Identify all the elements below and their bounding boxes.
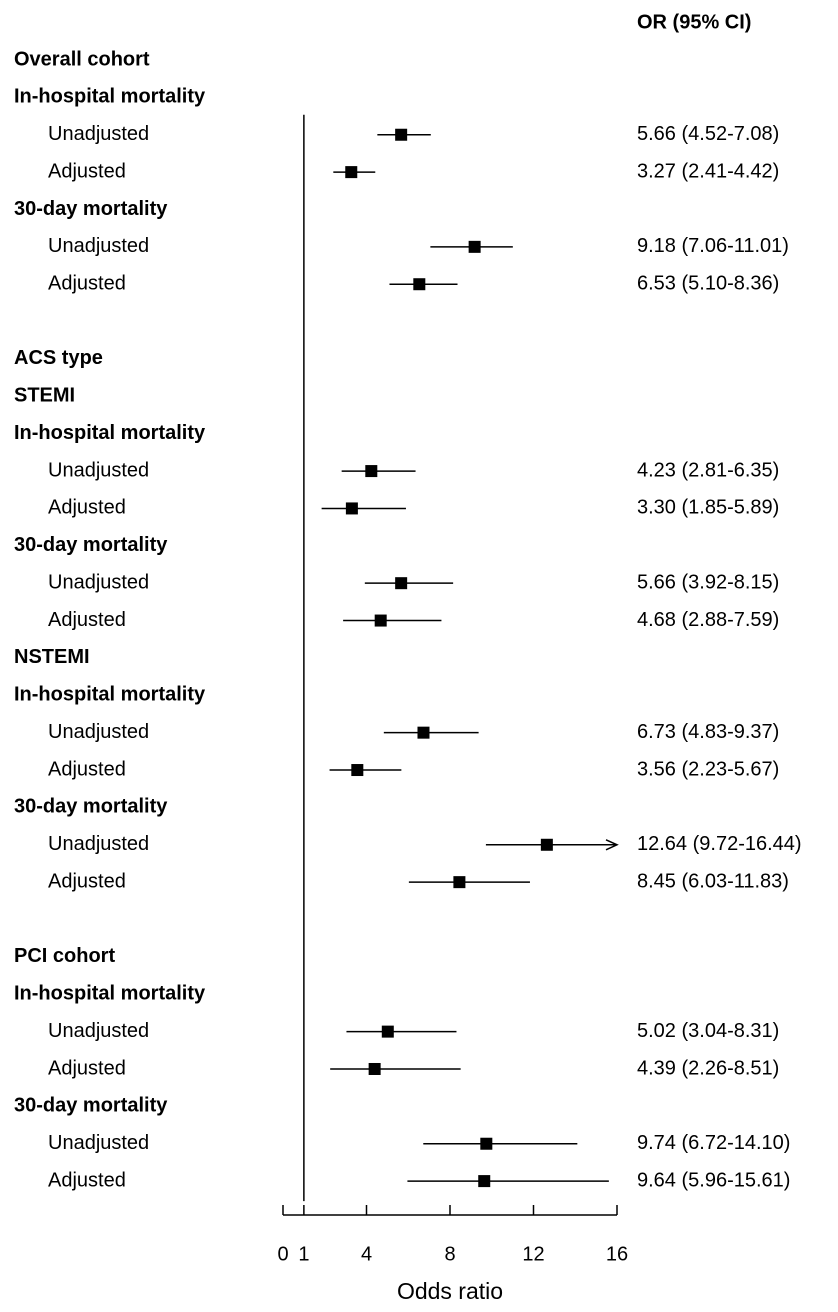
row-label: Adjusted xyxy=(48,497,126,519)
row-label: Adjusted xyxy=(48,1057,126,1079)
ci-label: 9.64 (5.96-15.61) xyxy=(637,1169,790,1191)
point-estimate xyxy=(345,166,358,179)
row-label: Unadjusted xyxy=(48,833,149,855)
row-label: Unadjusted xyxy=(48,1132,149,1154)
row-label: Adjusted xyxy=(48,273,126,295)
point-estimate xyxy=(468,240,481,253)
point-estimate xyxy=(374,614,387,627)
x-tick-label: 12 xyxy=(522,1243,544,1265)
ci-label: 5.02 (3.04-8.31) xyxy=(637,1020,779,1042)
ci-label: 4.68 (2.88-7.59) xyxy=(637,609,779,631)
ci-label: 9.74 (6.72-14.10) xyxy=(637,1132,790,1154)
ci-label: 6.73 (4.83-9.37) xyxy=(637,721,779,743)
ci-label: 3.56 (2.23-5.67) xyxy=(637,758,779,780)
row-label: Unadjusted xyxy=(48,459,149,481)
group-heading: In-hospital mortality xyxy=(14,422,206,444)
ci-label: 9.18 (7.06-11.01) xyxy=(637,235,789,257)
ci-label: 5.66 (3.92-8.15) xyxy=(637,571,779,593)
x-tick-label: 16 xyxy=(606,1243,628,1265)
group-heading: NSTEMI xyxy=(14,646,90,668)
ci-label: 3.30 (1.85-5.89) xyxy=(637,497,779,519)
x-tick-label: 8 xyxy=(444,1243,455,1265)
point-estimate xyxy=(478,1175,491,1188)
group-heading: 30-day mortality xyxy=(14,796,168,818)
point-estimate xyxy=(351,764,364,777)
x-tick-label: 1 xyxy=(298,1243,309,1265)
row-label: Adjusted xyxy=(48,758,126,780)
ci-label: 4.39 (2.26-8.51) xyxy=(637,1057,779,1079)
row-label: Adjusted xyxy=(48,160,126,182)
point-estimate xyxy=(413,278,426,291)
row-label: Adjusted xyxy=(48,870,126,892)
point-estimate xyxy=(417,726,430,739)
point-estimate xyxy=(453,876,466,889)
row-label: Unadjusted xyxy=(48,235,149,257)
x-tick-label: 4 xyxy=(361,1243,372,1265)
point-estimate xyxy=(480,1137,493,1150)
group-heading: ACS type xyxy=(14,347,103,369)
ci-label: 5.66 (4.52-7.08) xyxy=(637,123,779,145)
point-estimate xyxy=(540,838,553,851)
ci-label: 6.53 (5.10-8.36) xyxy=(637,273,779,295)
group-heading: 30-day mortality xyxy=(14,1095,168,1117)
group-heading: In-hospital mortality xyxy=(14,86,206,108)
row-label: Unadjusted xyxy=(48,123,149,145)
point-estimate xyxy=(395,128,408,141)
group-heading: In-hospital mortality xyxy=(14,983,206,1005)
group-heading: PCI cohort xyxy=(14,945,115,967)
ci-label: 12.64 (9.72-16.44) xyxy=(637,833,802,855)
group-heading: Overall cohort xyxy=(14,48,150,70)
row-label: Unadjusted xyxy=(48,571,149,593)
point-estimate xyxy=(395,577,408,590)
group-heading: In-hospital mortality xyxy=(14,684,206,706)
row-label: Adjusted xyxy=(48,1169,126,1191)
group-heading: STEMI xyxy=(14,385,75,407)
row-label: Adjusted xyxy=(48,609,126,631)
ci-label: 3.27 (2.41-4.42) xyxy=(637,160,779,182)
point-estimate xyxy=(381,1025,394,1038)
row-label: Unadjusted xyxy=(48,1020,149,1042)
point-estimate xyxy=(345,502,358,515)
ci-label: 4.23 (2.81-6.35) xyxy=(637,459,779,481)
group-heading: 30-day mortality xyxy=(14,198,168,220)
ci-arrow xyxy=(605,839,619,851)
point-estimate xyxy=(365,465,378,478)
x-tick-label: 0 xyxy=(277,1243,288,1265)
group-heading: 30-day mortality xyxy=(14,534,168,556)
row-label: Unadjusted xyxy=(48,721,149,743)
ci-header: OR (95% CI) xyxy=(637,11,751,33)
point-estimate xyxy=(368,1062,381,1075)
x-axis-label: Odds ratio xyxy=(397,1278,503,1304)
ci-label: 8.45 (6.03-11.83) xyxy=(637,870,789,892)
